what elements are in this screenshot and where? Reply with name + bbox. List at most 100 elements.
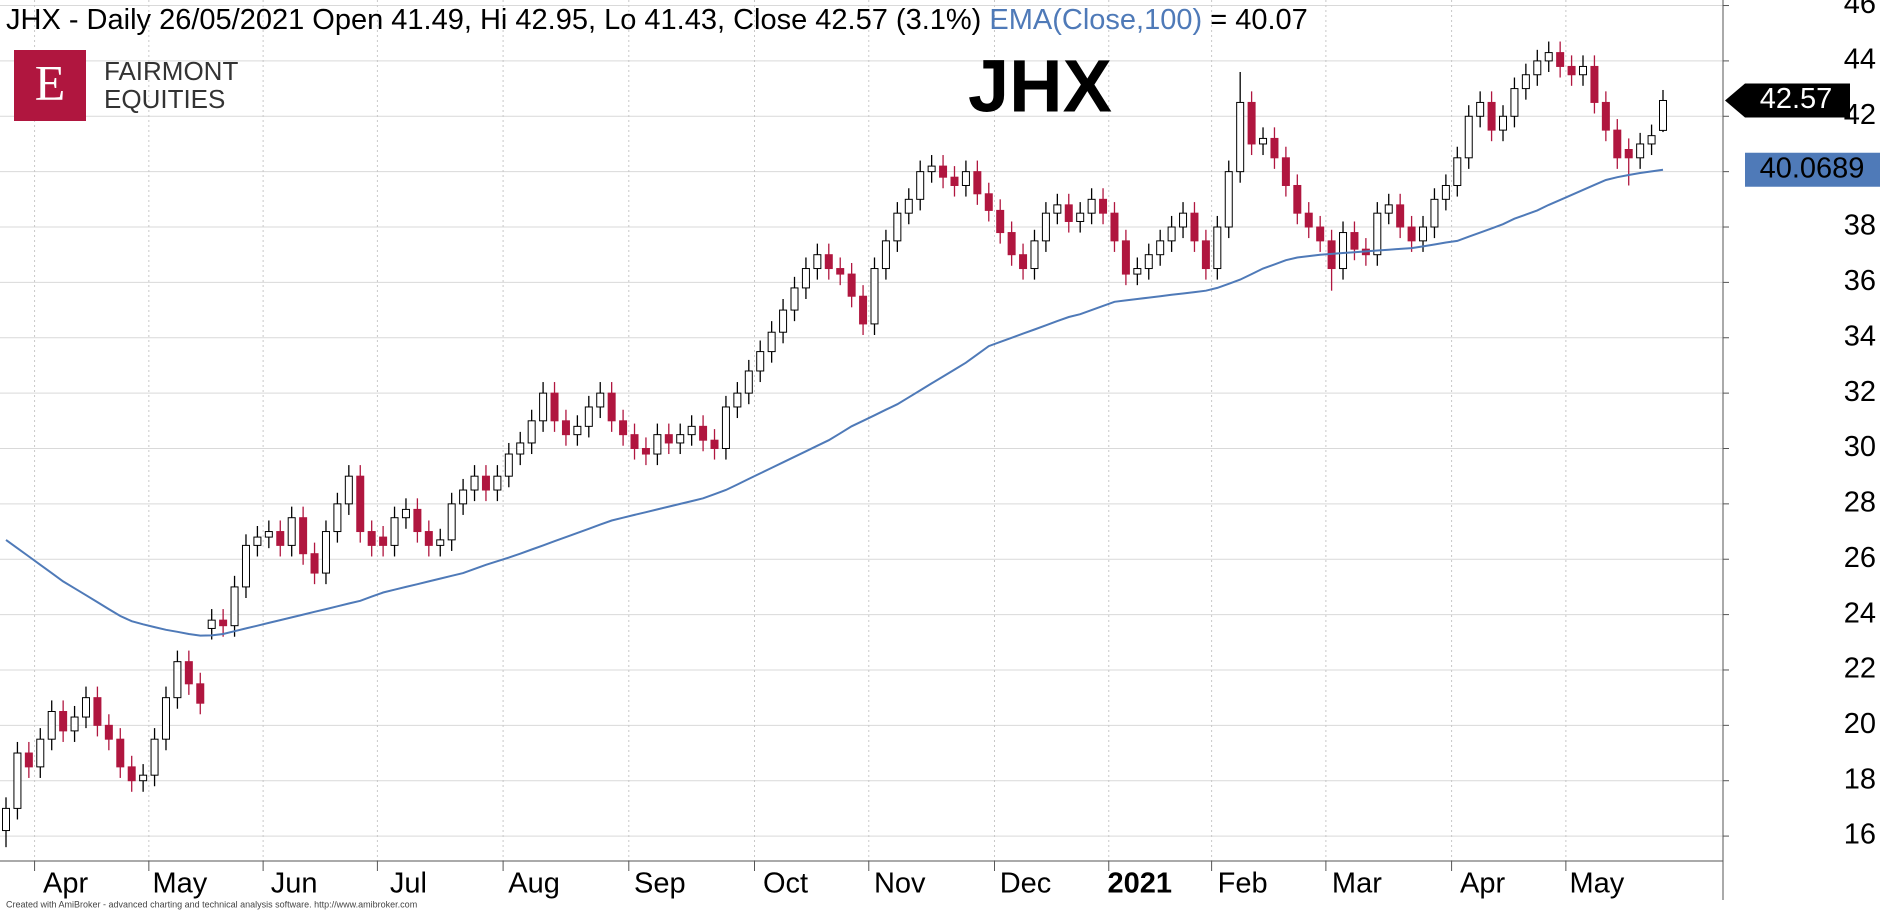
candle-body bbox=[664, 434, 673, 444]
candle-body bbox=[310, 553, 319, 574]
x-tick-label: May bbox=[152, 868, 207, 900]
candle-body bbox=[1396, 204, 1405, 228]
candle-body bbox=[550, 392, 559, 422]
candle-body bbox=[1110, 212, 1119, 242]
x-tick-label: Jul bbox=[390, 868, 427, 900]
y-tick-label: 18 bbox=[1844, 763, 1876, 795]
candle-body bbox=[1659, 99, 1667, 131]
candle-body bbox=[1190, 212, 1199, 242]
candle-body bbox=[493, 475, 502, 491]
candle-body bbox=[367, 531, 376, 546]
candle-body bbox=[447, 503, 456, 541]
candle-body bbox=[1373, 212, 1382, 256]
candle-body bbox=[516, 442, 525, 455]
y-tick-label: 44 bbox=[1844, 44, 1876, 76]
candle-body bbox=[1624, 148, 1633, 159]
candle-body bbox=[836, 268, 845, 275]
candle-body bbox=[596, 392, 605, 408]
candle-body bbox=[1636, 143, 1645, 159]
candle-body bbox=[733, 392, 742, 408]
candle-body bbox=[687, 425, 696, 436]
candle-body bbox=[116, 738, 125, 768]
candle-body bbox=[1121, 240, 1130, 275]
candle-body bbox=[219, 619, 228, 627]
candle-body bbox=[1099, 198, 1108, 214]
candle-body bbox=[1521, 74, 1530, 90]
candle-body bbox=[81, 697, 90, 718]
candle-body bbox=[1293, 184, 1302, 214]
indicator-value: = 40.07 bbox=[1210, 4, 1308, 36]
candle-body bbox=[1259, 137, 1268, 145]
y-tick-label: 16 bbox=[1844, 819, 1876, 851]
ema-value-label: 40.0689 bbox=[1760, 152, 1865, 184]
candle-body bbox=[984, 193, 993, 211]
candle-body bbox=[939, 165, 948, 178]
candle-body bbox=[253, 536, 262, 546]
candle-body bbox=[104, 724, 113, 740]
candle-body bbox=[1510, 88, 1519, 117]
candle-body bbox=[1201, 240, 1210, 270]
indicator-name: EMA(Close,100) bbox=[989, 4, 1202, 36]
candle-body bbox=[676, 434, 685, 444]
candle-body bbox=[1464, 115, 1473, 159]
candle-body bbox=[344, 475, 353, 505]
candle-body bbox=[127, 766, 136, 782]
candle-body bbox=[619, 420, 628, 436]
candle-body bbox=[950, 176, 959, 186]
candle-body bbox=[1144, 254, 1153, 270]
candle-body bbox=[779, 309, 788, 333]
candle-body bbox=[813, 254, 822, 270]
y-tick-label: 28 bbox=[1844, 487, 1876, 519]
candle-body bbox=[1304, 212, 1313, 228]
y-tick-label: 38 bbox=[1844, 210, 1876, 242]
x-tick-label: May bbox=[1569, 868, 1624, 900]
header-text: JHX - Daily 26/05/2021 Open 41.49, Hi 42… bbox=[6, 4, 981, 36]
candle-body bbox=[916, 171, 925, 200]
y-tick-label: 24 bbox=[1844, 597, 1876, 629]
candle-body bbox=[859, 295, 868, 325]
footer: Created with AmiBroker - advanced charti… bbox=[6, 899, 417, 909]
candle-body bbox=[881, 240, 890, 270]
candle-body bbox=[481, 475, 490, 491]
candle-body bbox=[824, 254, 833, 270]
candle-body bbox=[276, 531, 285, 546]
candle-body bbox=[13, 752, 22, 809]
candle-body bbox=[1453, 157, 1462, 186]
ema-value-box bbox=[1745, 152, 1880, 187]
y-tick-label: 32 bbox=[1844, 376, 1876, 408]
candle-body bbox=[893, 212, 902, 242]
candle-body bbox=[870, 268, 879, 325]
overlay: 42.57 40.0689 bbox=[1725, 83, 1880, 187]
logo-line2: EQUITIES bbox=[104, 84, 225, 114]
candle-body bbox=[24, 752, 33, 768]
candle-body bbox=[1076, 212, 1085, 222]
header: JHX - Daily 26/05/2021 Open 41.49, Hi 42… bbox=[6, 4, 1308, 36]
candle-body bbox=[973, 171, 982, 195]
candle-body bbox=[561, 420, 570, 436]
x-tick-label: Jun bbox=[271, 868, 318, 900]
candle-body bbox=[1590, 65, 1599, 103]
candle-body bbox=[1236, 101, 1245, 173]
candle-body bbox=[333, 503, 342, 533]
x-tick-label: 2021 bbox=[1108, 868, 1173, 900]
plot bbox=[2, 41, 1667, 848]
candle-body bbox=[1533, 60, 1542, 76]
candle-body bbox=[1441, 184, 1450, 200]
candle-body bbox=[653, 434, 662, 455]
candle-body bbox=[1419, 226, 1428, 242]
candle-body bbox=[264, 531, 273, 538]
candle-body bbox=[630, 434, 639, 449]
candle-body bbox=[1556, 52, 1565, 67]
logo-letter: E bbox=[35, 54, 66, 110]
candle-body bbox=[424, 531, 433, 546]
x-tick-label: Apr bbox=[43, 868, 88, 900]
candle-body bbox=[961, 171, 970, 186]
candle-body bbox=[1579, 65, 1588, 76]
candle-body bbox=[710, 439, 719, 449]
candle-body bbox=[196, 683, 205, 704]
candle-body bbox=[1613, 129, 1622, 159]
logo-mark bbox=[14, 50, 86, 121]
candle-body bbox=[1384, 204, 1393, 214]
